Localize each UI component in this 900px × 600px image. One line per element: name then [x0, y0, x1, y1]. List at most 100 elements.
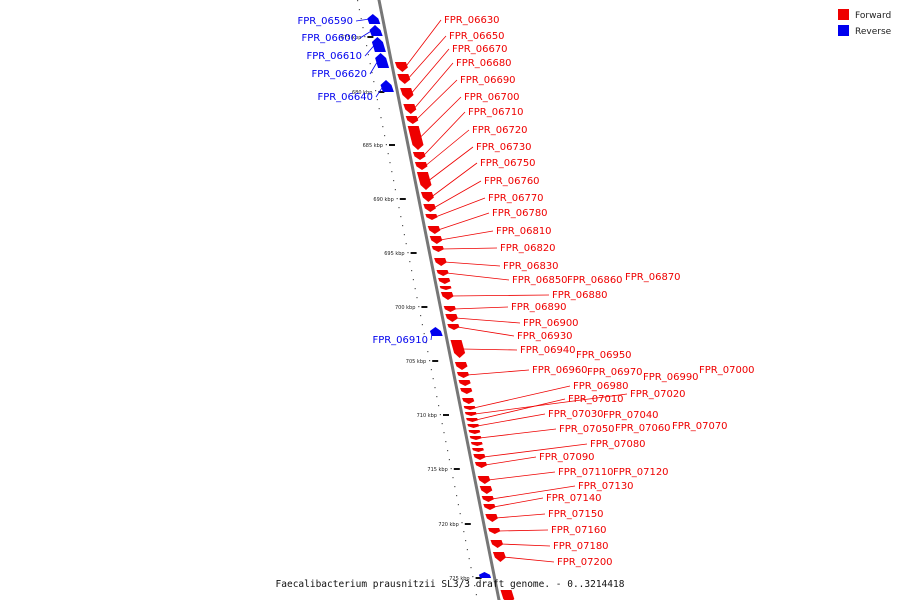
gene-label-forward[interactable]: FPR_06750: [480, 158, 536, 169]
gene-label-forward[interactable]: FPR_07060: [615, 423, 671, 434]
gene-label-forward[interactable]: FPR_06820: [500, 243, 556, 254]
gene-label-reverse[interactable]: FPR_06620: [311, 69, 367, 80]
gene-label-forward[interactable]: FPR_06830: [503, 261, 559, 272]
gene-label-forward[interactable]: FPR_06960: [532, 365, 588, 376]
gene-feature-reverse[interactable]: [478, 572, 492, 578]
gene-label-forward[interactable]: FPR_07040: [603, 410, 659, 421]
gene-feature-forward[interactable]: [425, 214, 438, 220]
gene-label-forward[interactable]: FPR_06780: [492, 208, 548, 219]
gene-feature-forward[interactable]: [414, 162, 428, 170]
gene-feature-forward[interactable]: [429, 236, 443, 244]
gene-feature-forward[interactable]: [394, 62, 408, 72]
gene-label-forward[interactable]: FPR_06930: [517, 331, 573, 342]
gene-feature-forward[interactable]: [447, 324, 460, 330]
gene-feature-reverse[interactable]: [375, 53, 390, 68]
gene-feature-forward[interactable]: [477, 476, 491, 484]
gene-feature-forward[interactable]: [423, 204, 436, 212]
gene-label-forward[interactable]: FPR_07030: [548, 409, 604, 420]
gene-label-forward[interactable]: FPR_07010: [568, 394, 624, 405]
gene-feature-forward[interactable]: [479, 486, 493, 494]
gene-label-forward[interactable]: FPR_06650: [449, 31, 505, 42]
gene-label-forward[interactable]: FPR_07200: [557, 557, 613, 568]
gene-feature-forward[interactable]: [434, 258, 447, 266]
gene-label-forward[interactable]: FPR_06760: [484, 176, 540, 187]
gene-feature-forward[interactable]: [464, 412, 477, 416]
gene-feature-forward[interactable]: [500, 590, 515, 600]
gene-label-reverse[interactable]: FPR_06640: [317, 92, 373, 103]
gene-label-forward[interactable]: FPR_07110: [558, 467, 614, 478]
gene-label-forward[interactable]: FPR_06970: [587, 367, 643, 378]
gene-feature-forward[interactable]: [472, 448, 484, 452]
gene-label-forward[interactable]: FPR_07020: [630, 389, 686, 400]
gene-label-forward[interactable]: FPR_06720: [472, 125, 528, 136]
gene-label-forward[interactable]: FPR_06700: [464, 92, 520, 103]
gene-feature-forward[interactable]: [466, 418, 478, 422]
gene-label-reverse[interactable]: FPR_06610: [306, 51, 362, 62]
gene-label-forward[interactable]: FPR_06810: [496, 226, 552, 237]
gene-feature-forward[interactable]: [445, 314, 458, 322]
gene-feature-reverse[interactable]: [429, 327, 443, 336]
gene-feature-forward[interactable]: [412, 152, 426, 160]
gene-feature-forward[interactable]: [467, 424, 480, 428]
gene-feature-forward[interactable]: [460, 388, 473, 394]
gene-feature-forward[interactable]: [439, 286, 452, 290]
gene-label-forward[interactable]: FPR_07000: [699, 365, 755, 376]
gene-label-forward[interactable]: FPR_06670: [452, 44, 508, 55]
gene-label-reverse[interactable]: FPR_06910: [372, 335, 428, 346]
gene-feature-forward[interactable]: [420, 192, 434, 202]
gene-feature-forward[interactable]: [463, 406, 476, 410]
gene-label-forward[interactable]: FPR_06680: [456, 58, 512, 69]
gene-label-reverse[interactable]: FPR_06590: [297, 16, 353, 27]
gene-label-forward[interactable]: FPR_06770: [488, 193, 544, 204]
gene-label-forward[interactable]: FPR_06900: [523, 318, 579, 329]
gene-label-forward[interactable]: FPR_06630: [444, 15, 500, 26]
gene-feature-forward[interactable]: [407, 126, 424, 150]
gene-feature-forward[interactable]: [400, 88, 414, 100]
gene-feature-forward[interactable]: [450, 340, 466, 358]
gene-label-forward[interactable]: FPR_07130: [578, 481, 634, 492]
gene-feature-forward[interactable]: [397, 74, 411, 84]
gene-label-forward[interactable]: FPR_06860: [567, 275, 623, 286]
gene-label-forward[interactable]: FPR_07070: [672, 421, 728, 432]
gene-feature-forward[interactable]: [490, 540, 504, 548]
gene-feature-forward[interactable]: [481, 496, 494, 502]
gene-label-forward[interactable]: FPR_06880: [552, 290, 608, 301]
gene-feature-forward[interactable]: [454, 362, 468, 370]
gene-feature-reverse[interactable]: [380, 80, 394, 92]
gene-label-forward[interactable]: FPR_06690: [460, 75, 516, 86]
gene-label-forward[interactable]: FPR_06980: [573, 381, 629, 392]
gene-feature-forward[interactable]: [403, 104, 417, 114]
gene-feature-reverse[interactable]: [369, 25, 383, 36]
gene-feature-forward[interactable]: [483, 504, 496, 510]
gene-feature-forward[interactable]: [427, 226, 441, 234]
gene-feature-forward[interactable]: [492, 552, 506, 562]
gene-feature-forward[interactable]: [468, 430, 481, 434]
gene-label-forward[interactable]: FPR_06710: [468, 107, 524, 118]
gene-label-forward[interactable]: FPR_06870: [625, 272, 681, 283]
gene-feature-forward[interactable]: [405, 116, 419, 124]
gene-label-forward[interactable]: FPR_06940: [520, 345, 576, 356]
gene-feature-forward[interactable]: [456, 372, 470, 378]
gene-label-forward[interactable]: FPR_07140: [546, 493, 602, 504]
gene-label-forward[interactable]: FPR_06990: [643, 372, 699, 383]
gene-feature-forward[interactable]: [416, 172, 432, 190]
gene-feature-forward[interactable]: [469, 436, 482, 440]
gene-feature-forward[interactable]: [458, 380, 471, 386]
gene-feature-forward[interactable]: [440, 292, 454, 300]
gene-feature-forward[interactable]: [443, 306, 456, 312]
gene-feature-forward[interactable]: [436, 270, 449, 276]
gene-feature-forward[interactable]: [470, 442, 483, 446]
gene-feature-reverse[interactable]: [371, 37, 386, 52]
gene-label-forward[interactable]: FPR_07090: [539, 452, 595, 463]
gene-label-forward[interactable]: FPR_07050: [559, 424, 615, 435]
gene-label-forward[interactable]: FPR_06890: [511, 302, 567, 313]
gene-label-forward[interactable]: FPR_06730: [476, 142, 532, 153]
gene-feature-forward[interactable]: [438, 278, 451, 284]
gene-label-forward[interactable]: FPR_06850: [512, 275, 568, 286]
gene-feature-forward[interactable]: [473, 454, 486, 460]
gene-label-forward[interactable]: FPR_06950: [576, 350, 632, 361]
gene-feature-forward[interactable]: [488, 528, 501, 534]
gene-label-forward[interactable]: FPR_07120: [613, 467, 669, 478]
gene-feature-forward[interactable]: [485, 514, 498, 522]
gene-label-forward[interactable]: FPR_07160: [551, 525, 607, 536]
